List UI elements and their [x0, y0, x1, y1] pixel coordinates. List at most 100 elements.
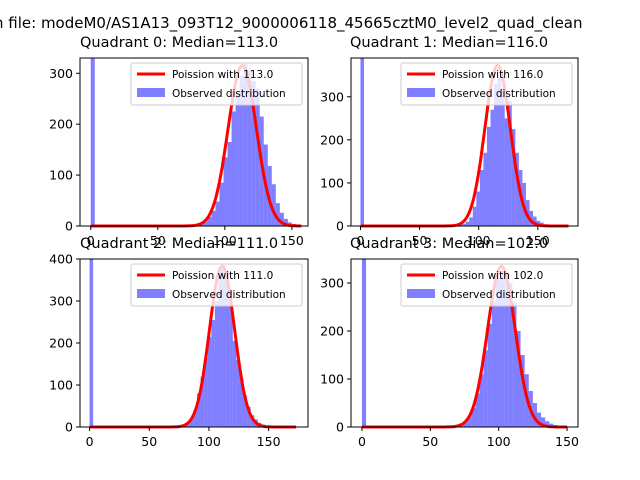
hist-bar: [529, 210, 534, 226]
subplot-title-3: Quadrant 3: Median=102.0: [350, 236, 549, 252]
hist-bar: [483, 152, 487, 226]
axes-frame: [350, 258, 579, 428]
y-tick-label: 0: [65, 420, 73, 435]
hist-bar: [243, 395, 248, 427]
hist-bar: [207, 336, 212, 427]
x-tick-label: 50: [412, 233, 428, 248]
hist-bar: [536, 220, 541, 226]
legend-hist-swatch: [137, 88, 165, 97]
hist-bar: [508, 101, 512, 226]
x-tick-label: 150: [526, 233, 550, 248]
x-tick-label: 50: [422, 434, 438, 449]
hist-bar: [487, 323, 492, 427]
legend-hist-swatch: [407, 88, 435, 97]
hist-bar: [255, 88, 260, 226]
hist-bar: [229, 303, 233, 427]
hist-bar: [511, 129, 516, 226]
hist-bar: [243, 64, 248, 226]
x-tick-label: 0: [356, 233, 364, 248]
x-tick-label: 150: [280, 233, 304, 248]
hist-bar: [189, 418, 194, 427]
hist-bar: [283, 218, 288, 226]
legend-box: [130, 62, 303, 106]
hist-bar: [463, 421, 468, 427]
hist-bar: [475, 393, 480, 427]
x-tick-label: 50: [150, 233, 166, 248]
legend-line-label: Poission with 116.0: [442, 69, 543, 81]
hist-bar: [504, 273, 509, 427]
hist-bar: [235, 93, 240, 227]
hist-bar: [465, 221, 470, 226]
hist-bar: [215, 201, 220, 226]
hist-bar: [211, 210, 216, 226]
hist-bar: [483, 350, 488, 427]
hist-bar: [211, 319, 215, 427]
y-tick-label: 200: [320, 132, 344, 147]
hist-bar: [360, 58, 365, 226]
hist-bar: [486, 126, 491, 226]
hist-bar: [479, 374, 484, 427]
x-tick-label: 100: [467, 233, 491, 248]
subplot-title-1: Quadrant 1: Median=116.0: [350, 35, 549, 51]
hist-bar: [541, 417, 546, 427]
hist-bar: [219, 182, 224, 226]
hist-bar: [476, 191, 480, 226]
legend-box: [400, 62, 573, 106]
hist-bar: [196, 393, 201, 427]
legend-hist-swatch: [137, 289, 165, 298]
y-tick-label: 300: [320, 89, 344, 104]
hist-bar: [532, 403, 537, 427]
y-tick-label: 100: [320, 372, 344, 387]
subplot-title-2: Quadrant 2: Median=111.0: [80, 236, 279, 252]
legend-line-label: Poission with 111.0: [172, 270, 273, 282]
hist-bar: [495, 278, 501, 427]
legend-hist-label: Observed distribution: [172, 289, 286, 301]
y-tick-label: 300: [320, 276, 344, 291]
hist-bar: [512, 302, 517, 427]
hist-bar: [490, 109, 495, 226]
x-tick-label: 0: [86, 434, 94, 449]
legend-line-label: Poission with 102.0: [442, 270, 543, 282]
hist-bar: [247, 70, 252, 227]
legend-box: [400, 263, 573, 307]
legend-hist-swatch: [407, 289, 435, 298]
hist-bar: [186, 422, 190, 427]
hist-bar: [516, 331, 521, 427]
y-tick-label: 0: [336, 219, 344, 234]
axes-frame: [350, 57, 579, 227]
hist-bar: [545, 421, 550, 427]
hist-bar: [225, 271, 230, 427]
y-tick-label: 100: [49, 168, 73, 183]
y-tick-label: 200: [49, 117, 73, 132]
hist-bar: [227, 142, 232, 226]
hist-bar: [515, 152, 519, 226]
legend-hist-label: Observed distribution: [442, 88, 556, 100]
hist-bar: [536, 412, 542, 427]
x-tick-label: 100: [213, 233, 237, 248]
hist-bar: [207, 216, 212, 226]
figure-suptitle: n file: modeM0/AS1A13_093T12_9000006118_…: [0, 14, 583, 32]
x-tick-label: 100: [197, 434, 221, 449]
axes-frame: [79, 57, 309, 227]
hist-bar: [90, 58, 95, 226]
hist-bar: [251, 80, 256, 226]
hist-bar: [223, 157, 228, 226]
hist-bar: [231, 111, 236, 226]
x-tick-label: 100: [487, 434, 511, 449]
hist-bar: [193, 410, 197, 427]
hist-bar: [462, 223, 466, 226]
hist-bar: [275, 203, 280, 226]
legend-line-label: Poission with 113.0: [172, 69, 273, 81]
y-tick-label: 100: [49, 378, 73, 393]
hist-bar: [471, 407, 476, 427]
hist-bar: [89, 259, 94, 427]
y-tick-label: 400: [49, 252, 73, 267]
hist-bar: [491, 301, 496, 427]
hist-bar: [533, 216, 537, 226]
y-tick-label: 200: [49, 336, 73, 351]
x-tick-label: 50: [141, 434, 157, 449]
hist-bar: [479, 170, 484, 226]
hist-bar: [236, 359, 240, 427]
hist-bar: [467, 416, 472, 427]
